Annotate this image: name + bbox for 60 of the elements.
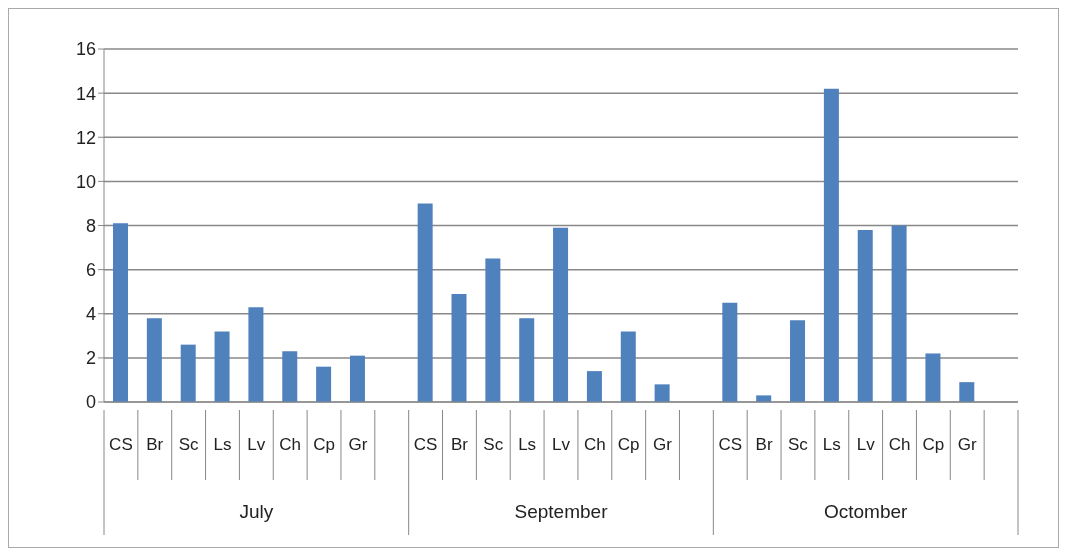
bar (586, 371, 602, 402)
x-tick-label: Ch (888, 435, 911, 454)
bar (349, 355, 365, 402)
x-tick-label: Gr (348, 435, 368, 454)
x-tick-label: CS (109, 435, 133, 454)
bar (248, 307, 264, 402)
x-tick-label: Br (755, 435, 773, 454)
bar (146, 318, 162, 402)
bar (180, 344, 196, 402)
y-tick-label: 8 (85, 215, 96, 236)
bar (316, 366, 332, 402)
bar (959, 382, 975, 402)
x-tick-label: Lv (247, 435, 266, 454)
y-tick-label: 4 (85, 304, 96, 325)
y-tick-label: 0 (85, 392, 96, 413)
x-tick-label: Ls (822, 435, 841, 454)
bar (756, 395, 772, 402)
x-tick-label: Gr (653, 435, 673, 454)
y-tick-label: 2 (85, 348, 96, 369)
x-tick-label: Gr (957, 435, 977, 454)
x-tick-label: Br (146, 435, 164, 454)
bar (925, 353, 941, 402)
bar (620, 331, 636, 402)
y-tick-label: 6 (85, 260, 96, 281)
x-tick-label: CS (413, 435, 438, 454)
bar (857, 229, 873, 402)
text: September (514, 501, 609, 522)
x-tick-label: Lv (552, 435, 571, 454)
x-tick-label: Br (450, 435, 469, 454)
y-tick-label: 10 (75, 171, 96, 192)
x-tick-label: Cp (617, 435, 640, 454)
x-tick-label: Cp (313, 435, 335, 454)
bar (891, 225, 907, 402)
bar (654, 384, 670, 402)
bar (553, 227, 569, 402)
x-tick-label: Sc (483, 435, 504, 454)
bar (214, 331, 230, 402)
bar (417, 203, 433, 402)
x-tick-label: Ch (583, 435, 606, 454)
bar (823, 88, 839, 402)
bar (790, 320, 806, 402)
bar (451, 293, 467, 402)
x-tick-label: Sc (178, 435, 200, 454)
bar (485, 258, 501, 402)
x-tick-label: Ch (279, 435, 302, 454)
y-tick-label: 12 (75, 127, 96, 148)
x-tick-label: Lv (856, 435, 876, 454)
y-tick-label: 14 (75, 83, 96, 104)
bar (519, 318, 535, 402)
x-tick-label: Ls (518, 435, 537, 454)
bar (113, 223, 128, 402)
text: Octomber (823, 501, 909, 522)
text: July (239, 501, 274, 522)
x-tick-label: CS (718, 435, 743, 454)
x-tick-label: Sc (788, 435, 809, 454)
bar (282, 351, 298, 402)
bar (722, 302, 738, 402)
x-tick-label: Cp (922, 435, 945, 454)
y-tick-label: 16 (75, 39, 96, 60)
x-tick-label: Ls (213, 435, 232, 454)
